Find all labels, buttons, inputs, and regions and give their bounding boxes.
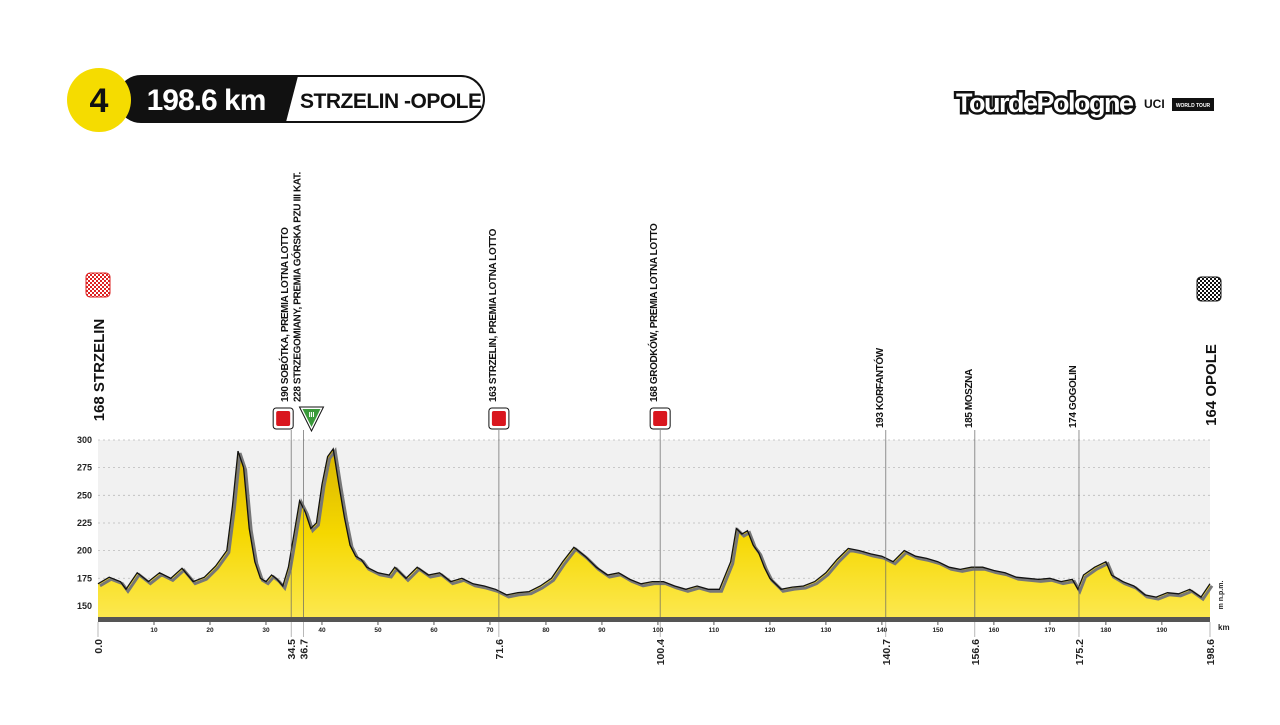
- y-tick-label: 300: [77, 435, 92, 445]
- distance-pill: [200, 76, 286, 122]
- km-label: 34.5: [286, 639, 298, 660]
- x-tick-label: 40: [318, 627, 326, 634]
- x-tick-label: 140: [876, 627, 887, 634]
- km-label: 36.7: [298, 639, 310, 660]
- distance: 198.6 km: [147, 84, 266, 117]
- marker-label: 174 GOGOLIN: [1068, 366, 1079, 428]
- x-tick-label: 150: [932, 627, 943, 634]
- x-tick-label: 90: [598, 627, 606, 634]
- x-tick-label: 20: [206, 627, 214, 634]
- marker-label: 185 MOSZNA: [964, 369, 975, 428]
- x-tick-label: 30: [262, 627, 270, 634]
- sprint-icon: [653, 411, 668, 426]
- km-label: 140.7: [881, 639, 893, 665]
- x-tick-label: 170: [1044, 627, 1055, 634]
- marker-label: 168 GRODKÓW, PREMIA LOTNA LOTTO: [647, 223, 660, 402]
- uci-badge: [1172, 98, 1214, 111]
- uci: UCI: [1144, 97, 1165, 111]
- km-label: 100.4: [655, 639, 667, 665]
- km-label: 175.2: [1074, 639, 1086, 665]
- y-tick-label: 225: [77, 518, 92, 528]
- y-tick-label: 250: [77, 490, 92, 500]
- marker-label: 190 SOBÓTKA, PREMIA LOTNA LOTTO: [278, 227, 291, 402]
- km-label: 198.6: [1205, 639, 1217, 665]
- x-tick-label: 80: [542, 627, 550, 634]
- marker-label: 193 KORFANTÓW: [873, 347, 886, 428]
- route: STRZELIN -OPOLE: [300, 90, 482, 113]
- x-tick-label: 160: [988, 627, 999, 634]
- x-tick-label: 110: [709, 627, 720, 634]
- x-tick-label: 70: [486, 627, 494, 634]
- area-fill: [98, 448, 1210, 617]
- y-tick-label: 175: [77, 573, 92, 583]
- km-label: 0.0: [93, 639, 105, 654]
- start-flag: [85, 272, 111, 298]
- baseline-bar: [98, 617, 1210, 622]
- kom-category: III: [309, 412, 315, 419]
- x-tick-label: 100: [652, 627, 663, 634]
- uci-sub: WORLD TOUR: [1176, 103, 1211, 109]
- y-unit: m n.p.m.: [1218, 581, 1225, 610]
- stage-number: 4: [90, 82, 109, 120]
- distance-pill: [286, 76, 298, 122]
- sprint-icon: [491, 411, 506, 426]
- x-unit: km: [1218, 623, 1230, 632]
- km-label: 156.6: [970, 639, 982, 665]
- finish-label: 164 OPOLE: [1203, 344, 1220, 426]
- marker-label: 163 STRZELIN, PREMIA LOTNA LOTTO: [488, 228, 499, 402]
- x-tick-label: 130: [820, 627, 831, 634]
- y-tick-label: 150: [77, 601, 92, 611]
- area-line: [97, 447, 1211, 599]
- marker-label: 228 STRZEGOMIANY, PREMIA GÓRSKA PZU III …: [290, 172, 303, 402]
- x-tick-label: 190: [1156, 627, 1167, 634]
- sprint-icon: [276, 411, 291, 426]
- x-tick-label: 60: [430, 627, 438, 634]
- x-tick-label: 180: [1100, 627, 1111, 634]
- finish-flag: [1196, 276, 1222, 302]
- start-label: 168 STRZELIN: [91, 319, 108, 422]
- x-tick-label: 120: [764, 627, 775, 634]
- x-tick-label: 10: [150, 627, 158, 634]
- km-label: 71.6: [494, 639, 506, 660]
- area-shadow: [99, 447, 1214, 602]
- stage-badge: [67, 68, 131, 132]
- kom-icon: [302, 409, 321, 427]
- x-tick-label: 50: [374, 627, 382, 634]
- area-fill: [98, 448, 1210, 617]
- y-tick-label: 275: [77, 463, 92, 473]
- y-tick-label: 200: [77, 546, 92, 556]
- logo: TourdePologne: [956, 88, 1134, 118]
